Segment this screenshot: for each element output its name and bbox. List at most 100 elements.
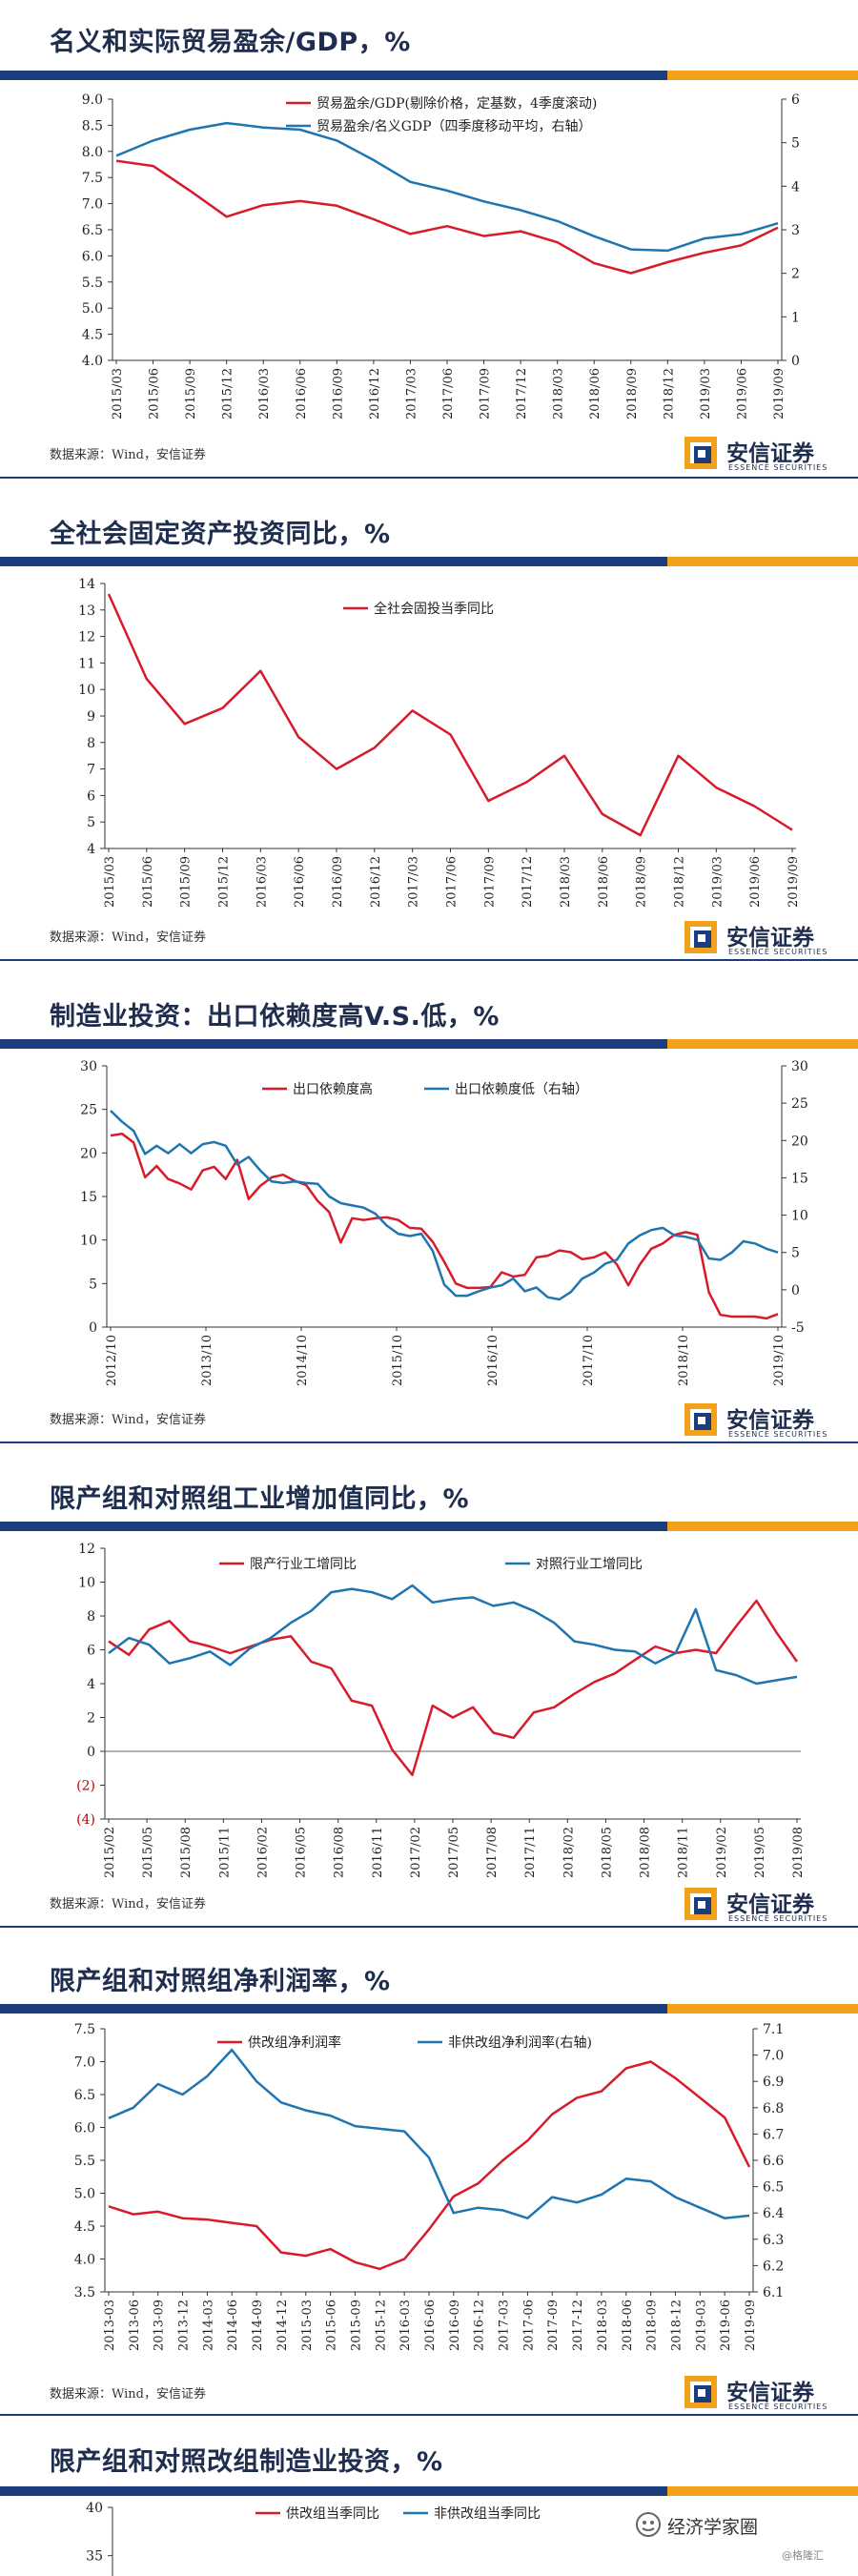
y-tick-label: 7	[87, 763, 95, 778]
panel-title: 限产组和对照组净利润率，%	[50, 1967, 391, 1996]
logo: 安信证券 ESSENCE SECURITIES	[684, 2376, 847, 2418]
logo-text: 安信证券	[726, 926, 814, 951]
x-tick-label: 2018-06	[621, 2300, 635, 2351]
y-tick-label: 4.5	[82, 328, 103, 343]
x-tick-label: 2016/06	[293, 856, 307, 908]
logo-subtext: ESSENCE SECURITIES	[728, 463, 828, 472]
x-tick-label: 2015/10	[391, 1335, 405, 1386]
x-tick-label: 2016/02	[255, 1827, 270, 1878]
logo-subtext: ESSENCE SECURITIES	[728, 1914, 828, 1923]
x-tick-label: 2017/05	[447, 1827, 461, 1878]
x-tick-label: 2016-09	[448, 2300, 462, 2351]
title-rule-orange	[667, 557, 858, 566]
series-line-red	[107, 593, 793, 837]
logo-subtext: ESSENCE SECURITIES	[728, 2402, 828, 2411]
x-tick-label: 2018-09	[645, 2300, 660, 2351]
y-tick-label: 0	[87, 1745, 95, 1760]
source-note: 数据来源：Wind，安信证券	[50, 2387, 206, 2402]
y-tick-label-right: 0	[791, 1283, 800, 1298]
industrial-output-chart: 12 10 8 6 4 2 0 (2) (4) 2015/02 2015/05 2015/08 2015…	[76, 1542, 806, 1878]
logo: 安信证券 ESSENCE SECURITIES	[684, 1888, 847, 1930]
series-line-red	[115, 159, 779, 275]
y-tick-label-right: 6.2	[763, 2259, 784, 2274]
y-tick-label: 6.0	[74, 2121, 95, 2136]
x-tick-label: 2018/12	[673, 856, 687, 908]
series-line-blue	[108, 1584, 798, 1686]
x-tick-label: 2018/10	[677, 1335, 691, 1386]
series-line-red	[108, 1599, 799, 1777]
y-tick-label: 12	[78, 1542, 95, 1557]
y-tick-label: (2)	[76, 1779, 95, 1794]
y-tick-label-right: 15	[791, 1171, 808, 1186]
title-rule-blue	[0, 557, 667, 566]
legend-label: 出口依赖度高	[293, 1081, 373, 1097]
legend-label: 全社会固投当季同比	[374, 601, 494, 617]
legend-label: 非供改组净利润率(右轴)	[448, 2034, 592, 2051]
x-tick-label: 2012/10	[105, 1335, 119, 1386]
x-tick-label: 2019/02	[715, 1827, 729, 1878]
y-tick-label-right: 6.3	[763, 2233, 784, 2248]
y-tick-label-right: 7.1	[763, 2022, 784, 2037]
footer-rule	[0, 1441, 858, 1443]
y-tick-label: 6.5	[82, 223, 103, 238]
legend-label: 出口依赖度低（右轴）	[455, 1082, 588, 1097]
panel-title: 限产组和对照改组制造业投资，%	[50, 2447, 443, 2477]
y-tick-label: 9	[87, 709, 95, 725]
x-tick-label: 2018/12	[662, 368, 676, 419]
trade-surplus-chart: 9.0 8.5 8.0 7.5 7.0 6.5 6.0 5.5 5.0 4.5 4.0 6 5 4 3 2 1 0…	[82, 92, 800, 419]
logo-text: 安信证券	[726, 2381, 814, 2405]
x-tick-label: 2018/03	[552, 368, 566, 419]
y-tick-label: 5	[89, 1277, 97, 1292]
y-tick-label: 4	[87, 1677, 95, 1692]
x-tick-label: 2016-12	[473, 2300, 487, 2351]
y-tick-label: 8	[87, 1609, 95, 1625]
y-tick-label: 9.0	[82, 92, 103, 108]
y-tick-label: 6.5	[74, 2088, 95, 2103]
y-tick-label-right: 6.8	[763, 2101, 784, 2116]
x-tick-label: 2017/06	[441, 368, 456, 419]
x-tick-label: 2015/03	[103, 856, 117, 908]
y-tick-label-right: 6.5	[763, 2180, 784, 2196]
y-tick-label: 6.0	[82, 249, 103, 264]
y-tick-label: 12	[78, 630, 95, 645]
y-tick-label: 7.5	[82, 171, 103, 186]
x-tick-label: 2015/02	[103, 1827, 117, 1878]
x-tick-label: 2013/10	[200, 1335, 214, 1386]
y-tick-label: 8	[87, 736, 95, 751]
y-tick-label: 30	[80, 1059, 97, 1074]
panel-title: 制造业投资：出口依赖度高V.S.低，%	[50, 1002, 500, 1032]
x-tick-label: 2017/09	[479, 368, 493, 419]
title-rule-orange	[667, 1039, 858, 1049]
watermark-text: 经济学家圈	[667, 2517, 759, 2538]
x-tick-label: 2016/09	[331, 368, 345, 419]
y-tick-label: 8.5	[82, 118, 103, 133]
x-tick-label: 2016-03	[398, 2300, 413, 2351]
x-tick-label: 2015-06	[325, 2300, 339, 2351]
series-line-blue	[110, 1110, 779, 1301]
panel-title: 名义和实际贸易盈余/GDP，%	[50, 28, 411, 57]
y-tick-label: 3.5	[74, 2285, 95, 2300]
x-tick-label: 2017/02	[409, 1827, 423, 1878]
x-tick-label: 2015-09	[349, 2300, 363, 2351]
x-tick-label: 2017/11	[523, 1827, 538, 1878]
x-tick-label: 2018/11	[677, 1827, 691, 1878]
y-tick-label: 4	[87, 842, 95, 857]
y-tick-label: 6	[87, 1644, 95, 1659]
y-tick-label: 2	[87, 1711, 95, 1727]
y-tick-label: 10	[80, 1234, 97, 1249]
x-tick-label: 2017/12	[521, 856, 535, 908]
y-tick-label-right: 6.1	[763, 2285, 784, 2300]
y-tick-label: 7.5	[74, 2022, 95, 2037]
logo-text: 安信证券	[726, 1408, 814, 1433]
x-tick-label: 2015-03	[300, 2300, 315, 2351]
x-tick-label: 2018/06	[588, 368, 603, 419]
x-tick-label: 2016/08	[333, 1827, 347, 1878]
y-tick-label: 4.0	[82, 354, 103, 369]
logo-text: 安信证券	[726, 441, 814, 466]
series-line-red	[108, 2060, 751, 2271]
panel-title: 全社会固定资产投资同比，%	[50, 520, 391, 549]
panel-title: 限产组和对照组工业增加值同比，%	[50, 1484, 470, 1514]
x-tick-label: 2016/06	[295, 368, 309, 419]
logo: 安信证券 ESSENCE SECURITIES	[684, 921, 847, 963]
y-tick-label: 5	[87, 815, 95, 830]
